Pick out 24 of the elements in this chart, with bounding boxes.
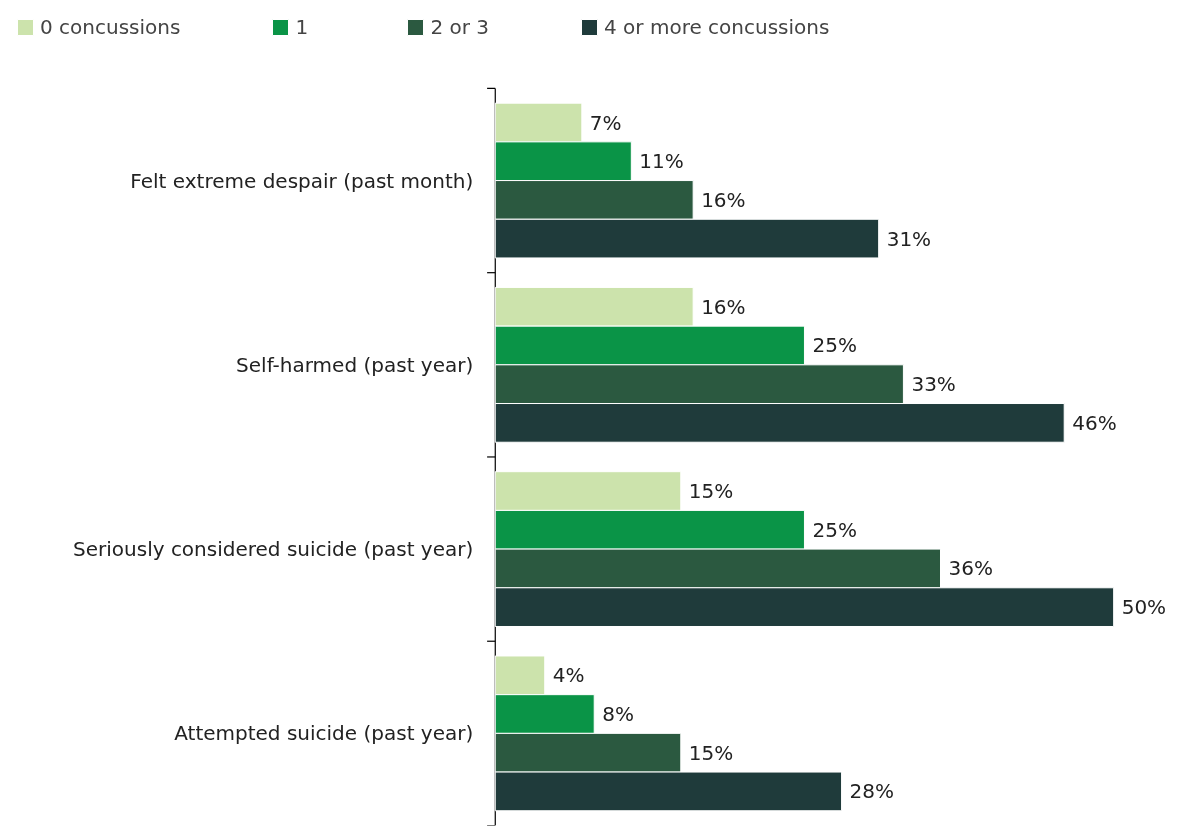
- y-tick-label: Seriously considered suicide (past year): [73, 537, 474, 562]
- y-tick-label: Self-harmed (past year): [236, 352, 474, 377]
- data-label: 15%: [688, 479, 734, 504]
- data-label: 36%: [948, 556, 993, 581]
- data-label: 15%: [688, 740, 734, 765]
- data-label: 28%: [849, 779, 895, 804]
- data-label: 7%: [589, 110, 622, 135]
- legend-label: 2 or 3: [430, 15, 490, 39]
- data-label: 33%: [911, 372, 956, 397]
- y-tick-label: Attempted suicide (past year): [174, 721, 474, 746]
- data-label: 50%: [1121, 595, 1167, 620]
- data-label: 16%: [701, 294, 746, 319]
- data-label: 25%: [812, 517, 857, 542]
- data-label: 4%: [552, 663, 585, 688]
- data-label: 46%: [1072, 410, 1117, 435]
- legend-label: 0 concussions: [40, 15, 181, 39]
- data-label: 31%: [886, 226, 932, 251]
- data-label: 8%: [602, 702, 634, 727]
- data-label: 25%: [812, 333, 857, 358]
- y-tick-label: Felt extreme despair (past month): [130, 168, 474, 193]
- data-label: 16%: [701, 187, 746, 212]
- legend-label: 4 or more concussions: [604, 15, 830, 39]
- legend-label: 1: [295, 15, 310, 39]
- data-label: 11%: [639, 149, 684, 174]
